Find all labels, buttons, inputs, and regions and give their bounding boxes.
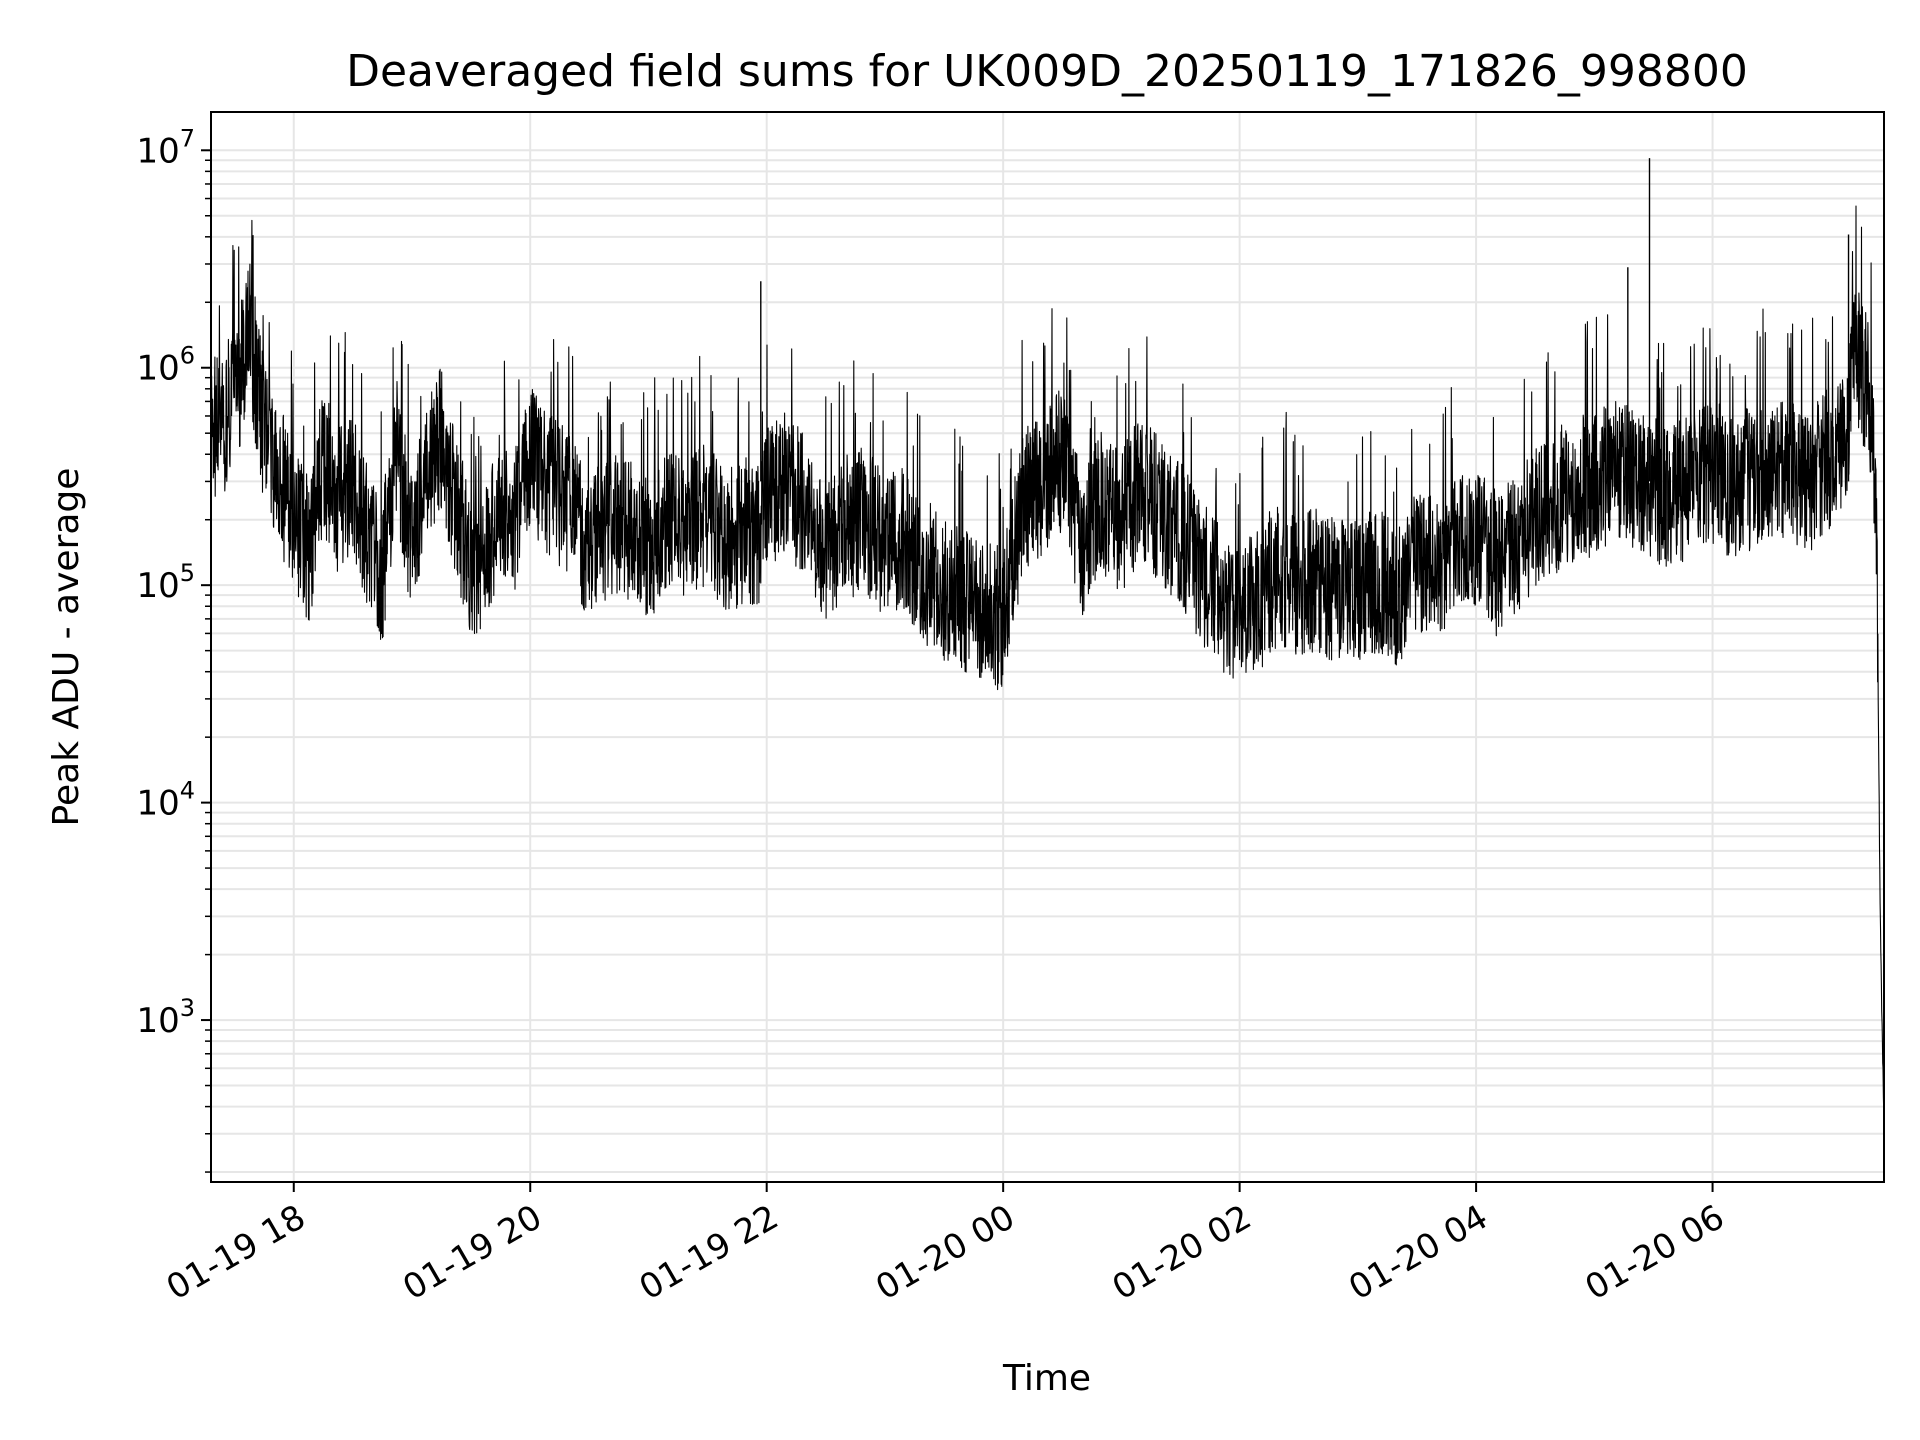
- y-axis-title: Peak ADU - average: [46, 468, 87, 827]
- x-axis-title: Time: [1002, 1358, 1091, 1399]
- grid: [211, 112, 1884, 1182]
- series-line-0: [210, 205, 1885, 1142]
- y-tick-label: 104: [136, 777, 195, 824]
- series-layer: [210, 158, 1885, 1142]
- y-tick-label: 105: [136, 559, 195, 606]
- y-tick-label: 103: [136, 994, 195, 1041]
- chart-title: Deaveraged field sums for UK009D_2025011…: [346, 46, 1748, 97]
- y-tick-label: 106: [136, 342, 195, 389]
- y-tick-label: 107: [136, 124, 195, 171]
- plot-frame: [210, 111, 1885, 1183]
